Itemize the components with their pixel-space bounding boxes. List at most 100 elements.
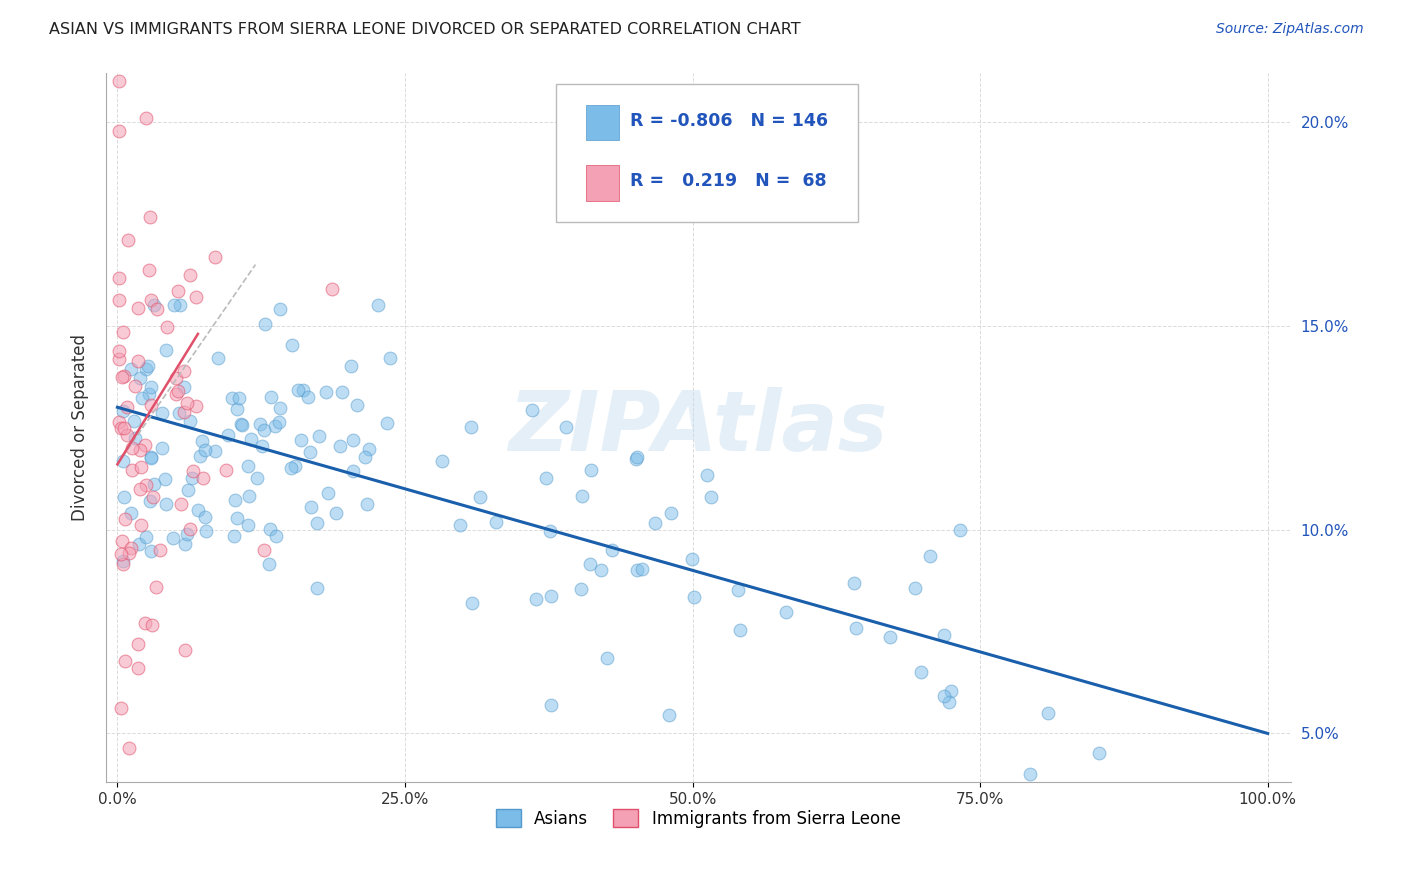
Point — [121, 441, 143, 455]
Point — [127, 661, 149, 675]
Point — [129, 482, 152, 496]
Point — [305, 582, 328, 596]
Legend: Asians, Immigrants from Sierra Leone: Asians, Immigrants from Sierra Leone — [489, 803, 907, 834]
Point — [107, 293, 129, 307]
Point — [191, 471, 214, 485]
Point — [204, 444, 226, 458]
Point — [145, 580, 167, 594]
Point — [534, 471, 557, 485]
Point — [129, 443, 152, 458]
Text: ASIAN VS IMMIGRANTS FROM SIERRA LEONE DIVORCED OR SEPARATED CORRELATION CHART: ASIAN VS IMMIGRANTS FROM SIERRA LEONE DI… — [49, 22, 801, 37]
Point — [188, 450, 211, 464]
Point — [269, 401, 291, 416]
Point — [112, 368, 135, 383]
Point — [224, 492, 246, 507]
Point — [115, 428, 138, 442]
Point — [153, 472, 176, 486]
Point — [845, 621, 868, 635]
Point — [173, 537, 195, 551]
Point — [1087, 746, 1109, 760]
Point — [264, 418, 287, 433]
Text: R =   0.219   N =  68: R = 0.219 N = 68 — [630, 172, 827, 190]
Point — [375, 416, 398, 430]
Point — [134, 438, 156, 452]
Point — [111, 370, 134, 384]
Point — [520, 403, 543, 417]
Point — [260, 390, 283, 404]
Point — [112, 491, 135, 505]
Point — [299, 500, 322, 514]
Point — [108, 351, 131, 366]
Point — [340, 359, 363, 373]
Point — [217, 428, 239, 442]
Point — [127, 301, 149, 315]
Text: Source: ZipAtlas.com: Source: ZipAtlas.com — [1216, 22, 1364, 37]
Point — [696, 468, 718, 483]
Point — [181, 471, 204, 485]
Point — [681, 551, 703, 566]
Point — [727, 582, 749, 597]
Point — [169, 406, 191, 420]
Point — [139, 293, 162, 307]
Point — [280, 338, 302, 352]
Point — [118, 741, 141, 756]
Point — [842, 575, 865, 590]
Point — [134, 615, 156, 630]
Point — [139, 210, 162, 224]
FancyBboxPatch shape — [557, 84, 858, 222]
Point — [121, 463, 143, 477]
Y-axis label: Divorced or Separated: Divorced or Separated — [72, 334, 89, 521]
Point — [329, 439, 352, 453]
Point — [538, 524, 561, 538]
Point — [107, 74, 129, 88]
Point — [142, 298, 165, 312]
Point — [225, 511, 247, 525]
Point — [155, 497, 177, 511]
Point — [569, 582, 592, 597]
Point — [330, 384, 353, 399]
Point — [146, 302, 169, 317]
Point — [173, 405, 195, 419]
Point — [918, 549, 941, 564]
Point — [111, 533, 134, 548]
Point — [207, 351, 229, 365]
Point — [194, 443, 217, 458]
Point — [124, 414, 146, 428]
Point — [155, 320, 177, 334]
Point — [112, 325, 135, 339]
Point — [252, 439, 274, 453]
Point — [163, 298, 186, 312]
Point — [579, 558, 602, 572]
Point — [460, 420, 482, 434]
Point — [139, 544, 162, 558]
Point — [246, 471, 269, 485]
Point — [596, 650, 619, 665]
Point — [107, 271, 129, 285]
Point — [131, 391, 153, 405]
Point — [342, 434, 364, 448]
Point — [124, 431, 146, 445]
Point — [631, 562, 654, 576]
Point — [1036, 706, 1059, 720]
Bar — [586, 105, 619, 140]
Point — [186, 399, 208, 413]
Point — [624, 451, 647, 466]
Point — [485, 515, 508, 529]
Point — [231, 417, 253, 432]
Point — [238, 518, 260, 533]
Point — [287, 383, 309, 397]
Point — [194, 524, 217, 538]
Point — [257, 558, 280, 572]
Point — [204, 250, 226, 264]
Point — [904, 581, 927, 595]
Point — [120, 506, 142, 520]
Point — [280, 461, 302, 475]
Point — [115, 401, 138, 415]
Point — [470, 490, 492, 504]
Point — [316, 485, 339, 500]
Point — [367, 298, 389, 312]
Point — [129, 371, 152, 385]
Point — [315, 384, 337, 399]
Point — [591, 564, 613, 578]
Point — [107, 344, 129, 359]
